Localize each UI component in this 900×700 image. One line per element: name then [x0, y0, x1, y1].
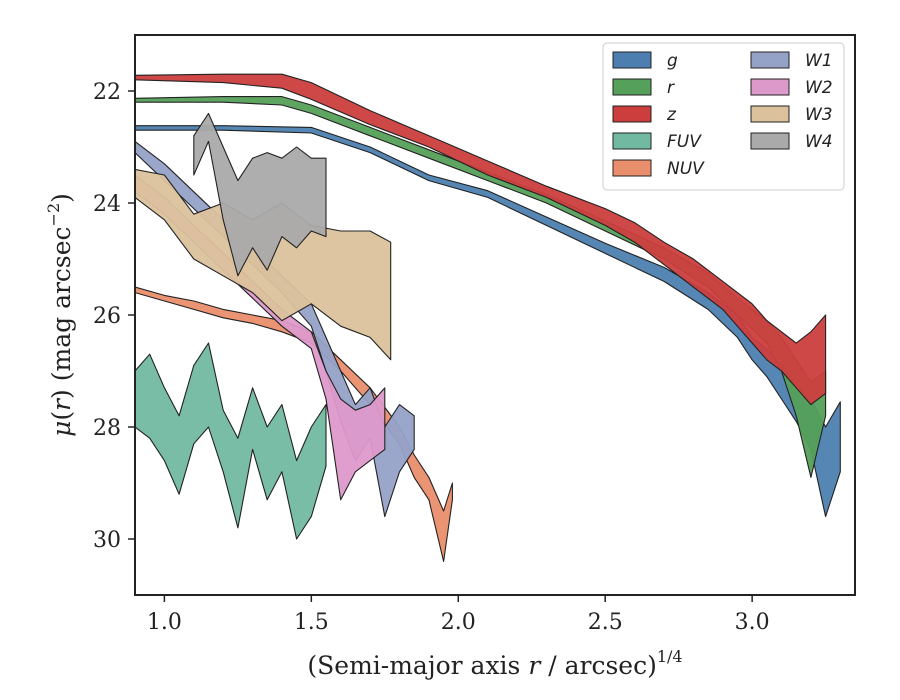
- legend: grz FUV NUV W1 W2 W3 W4: [602, 42, 845, 191]
- legend-swatch-fuv: [612, 132, 652, 150]
- legend-label-w3: W3: [805, 105, 833, 125]
- x-tick-label: 2.5: [588, 610, 623, 635]
- area-z: [135, 73, 827, 406]
- legend-label-w1: W1: [805, 51, 833, 71]
- legend-label-g: g: [667, 51, 678, 71]
- x-tick-label: 1.0: [147, 610, 182, 635]
- y-tick-label: 30: [93, 528, 121, 553]
- area-fuv: [135, 342, 327, 540]
- y-axis-label: μ(r) (mag arcsec−2): [44, 193, 76, 437]
- legend-label-w2: W2: [805, 78, 833, 98]
- legend-label-r: r: [667, 78, 675, 98]
- legend-swatch-z: [612, 105, 652, 123]
- legend-swatch-r: [612, 78, 652, 96]
- y-tick-label: 22: [93, 80, 121, 105]
- y-axis-ticks: 22 24 26 28 30: [93, 80, 135, 553]
- legend-label-nuv: NUV: [667, 159, 705, 179]
- svg-text:(Semi-major axis r / arcsec)1/: (Semi-major axis r / arcsec)1/4: [307, 647, 682, 680]
- legend-swatch-g: [612, 51, 652, 69]
- area-w4: [193, 112, 327, 277]
- legend-label-z: z: [666, 105, 677, 125]
- legend-swatch-w4: [750, 132, 790, 150]
- legend-swatch-nuv: [612, 159, 652, 177]
- profile-areas: [135, 73, 841, 562]
- svg-text:μ(r) (mag arcsec−2): μ(r) (mag arcsec−2): [44, 193, 76, 437]
- legend-label-fuv: FUV: [667, 132, 702, 152]
- x-tick-label: 1.5: [294, 610, 329, 635]
- legend-swatch-w1: [750, 51, 790, 69]
- legend-label-w4: W4: [805, 132, 833, 152]
- x-axis-ticks: 1.0 1.5 2.0 2.5 3.0: [147, 595, 770, 635]
- legend-swatch-w2: [750, 78, 790, 96]
- x-tick-label: 2.0: [441, 610, 476, 635]
- y-tick-label: 26: [93, 304, 121, 329]
- area-g: [135, 125, 841, 518]
- y-tick-label: 28: [93, 416, 121, 441]
- legend-swatch-w3: [750, 105, 790, 123]
- x-axis-label: (Semi-major axis r / arcsec)1/4: [307, 647, 682, 680]
- x-tick-label: 3.0: [735, 610, 770, 635]
- y-tick-label: 24: [93, 192, 121, 217]
